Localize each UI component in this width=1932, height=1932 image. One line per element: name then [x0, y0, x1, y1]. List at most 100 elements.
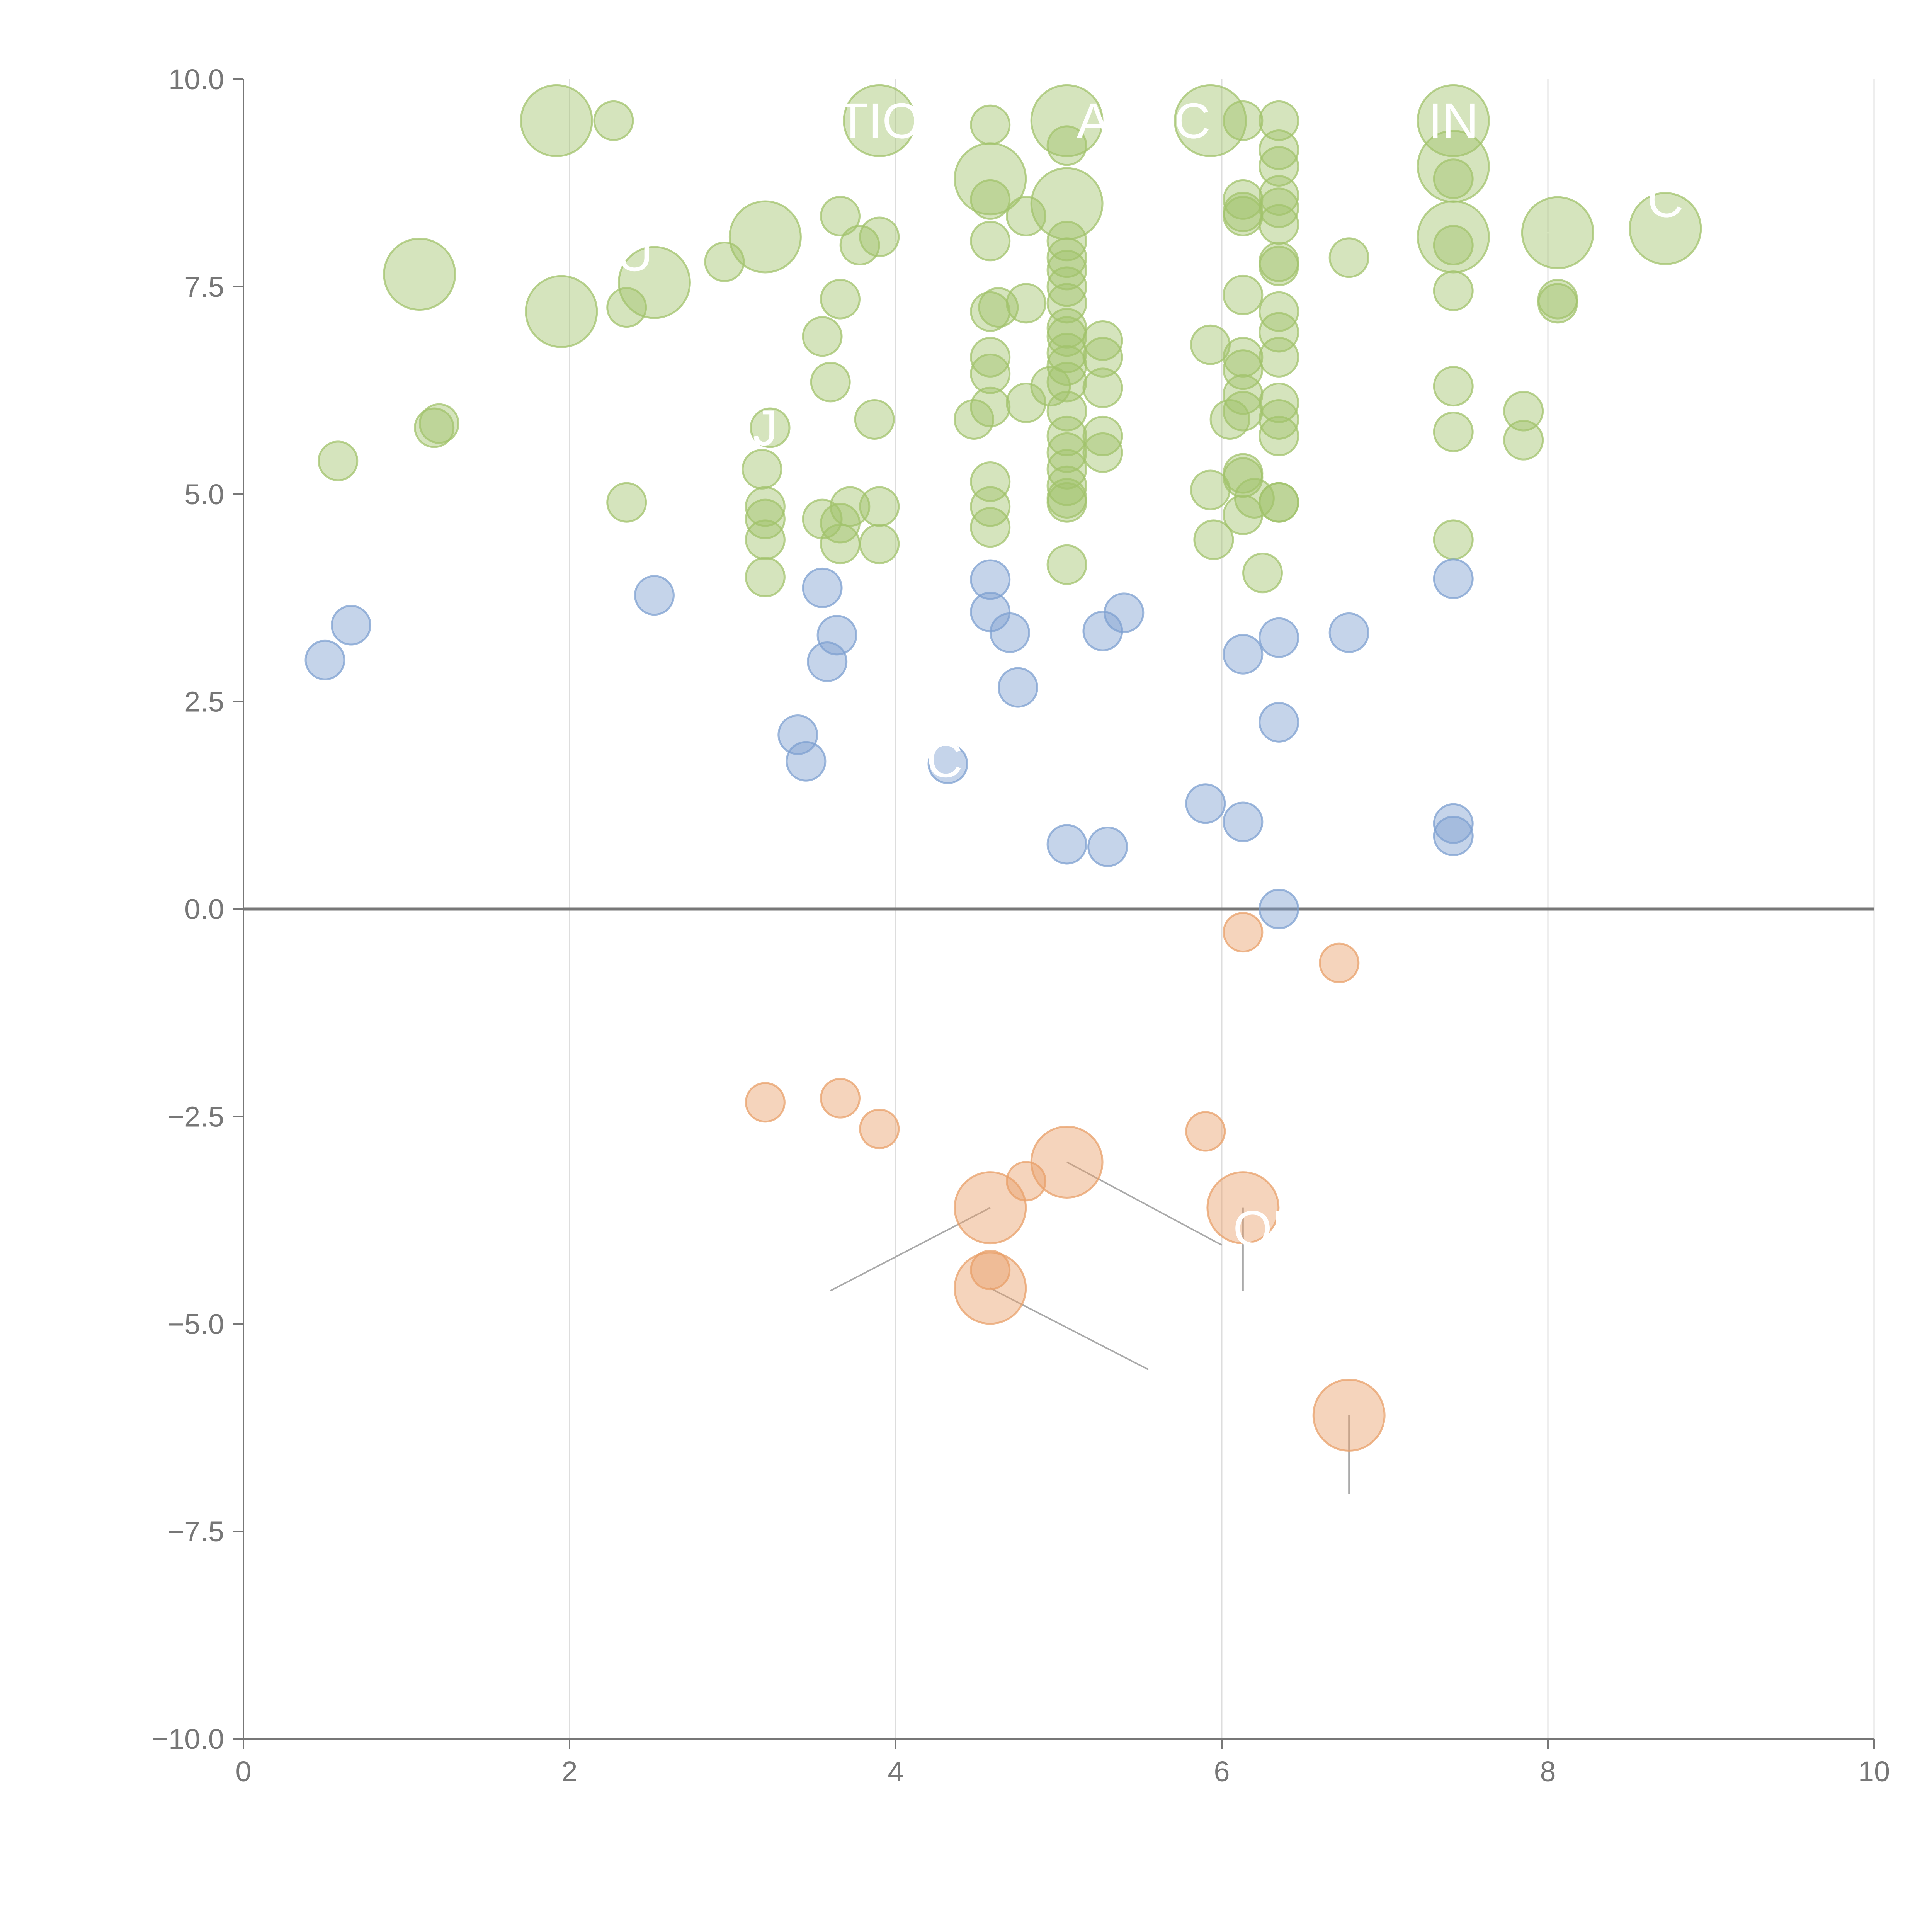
bubble-point-negative — [1312, 1378, 1386, 1452]
bubble-point-high — [970, 221, 1011, 262]
bubble-point-high — [1209, 399, 1250, 440]
y-tick-label: −7.5 — [168, 1515, 224, 1548]
bubble-point-high — [802, 316, 843, 357]
axes: 0 2 4 6 8 10 10.0 7.5 5.0 2.5 0.0 −2.5 −5.0 −7.5 −10.0 — [152, 63, 1890, 1787]
bubble-point-high — [1259, 291, 1299, 332]
y-tick-label: 2.5 — [184, 686, 224, 718]
bubble-point-high — [1223, 337, 1264, 378]
bubble-point-mid — [807, 641, 848, 682]
bubble-point-high — [418, 403, 459, 444]
bubble-point-high — [810, 362, 851, 403]
bubble-point-high — [1328, 237, 1369, 278]
bubble-point-high — [970, 507, 1011, 548]
label-leader-line — [830, 1207, 991, 1292]
bubble-point-mid — [304, 639, 345, 680]
bubble-point-high — [1046, 432, 1087, 473]
bubble-point-mid — [1104, 592, 1145, 633]
bubble-point-high — [1259, 175, 1299, 216]
bubble-point-high — [1030, 366, 1071, 407]
bubble-point-high — [1046, 482, 1087, 523]
bubble-point-high — [1259, 399, 1299, 440]
bubble-point-high — [1629, 192, 1702, 265]
bubble-point-high — [1223, 374, 1264, 415]
bubble-point-high — [1046, 266, 1087, 307]
label-leader-line — [536, 311, 562, 333]
bubble-point-high — [1259, 100, 1299, 141]
bubble-point-high — [970, 461, 1011, 502]
bubble-point-mid — [331, 605, 372, 646]
x-tick-label: 0 — [235, 1755, 251, 1787]
label-leader-line — [1658, 219, 1666, 229]
bubble-point-high — [750, 407, 791, 448]
bubble-point-high — [1242, 553, 1283, 594]
x-tick-label: 2 — [561, 1755, 577, 1787]
bubble-point-high — [1259, 482, 1299, 523]
bubble-point-mid — [634, 575, 675, 616]
y-tick-label: −5.0 — [168, 1308, 224, 1340]
bubble-point-high — [1259, 129, 1299, 170]
bubble-point-high — [1259, 312, 1299, 353]
x-tick-label: 4 — [888, 1755, 903, 1787]
bubble-point-high — [1537, 283, 1578, 324]
bubble-point-high — [1082, 337, 1123, 378]
bubble-point-high — [1046, 316, 1087, 357]
bubble-point-negative — [954, 1252, 1027, 1325]
bubble-point-high — [606, 482, 647, 523]
bubble-point-high — [1190, 469, 1231, 510]
y-tick-label: 5.0 — [184, 478, 224, 510]
bubble-point-high — [1046, 125, 1087, 166]
bubble-point-high — [704, 241, 745, 282]
bubble-point-high — [1259, 245, 1299, 286]
bubble-point-mid — [970, 559, 1011, 600]
bubble-point-mid — [1046, 824, 1087, 865]
bubble-point-high — [820, 196, 861, 236]
bubble-point-high — [970, 386, 1011, 427]
bubble-point-high — [854, 399, 895, 440]
bubble-point-mid — [998, 667, 1038, 708]
bubble-point-high — [1046, 544, 1087, 585]
bubble-point-high — [859, 524, 900, 565]
bubble-point-high — [859, 216, 900, 257]
label-leader-line — [1066, 1161, 1222, 1246]
bubble-point-high — [1223, 100, 1264, 141]
bubble-point-mid — [786, 741, 827, 782]
bubble-point-high — [1433, 270, 1474, 311]
bubble-point-high — [970, 104, 1011, 145]
bubble-point-high — [1433, 158, 1474, 199]
label-leader-line — [653, 282, 672, 312]
label-leader-line — [990, 1287, 1149, 1371]
bubble-point-mid — [1223, 634, 1264, 675]
bubble-point-high — [820, 279, 861, 320]
bubble-point-high — [1259, 146, 1299, 187]
bubble-point-negative — [1223, 912, 1264, 953]
bubble-point-negative — [1319, 942, 1360, 983]
bubble-point-high — [1046, 362, 1087, 403]
bubble-point-mid — [1082, 611, 1123, 651]
bubble-point-high — [1046, 333, 1087, 374]
bubble-point-high — [1521, 196, 1594, 269]
bubble-point-high — [1433, 412, 1474, 452]
bubble-point-negative — [859, 1109, 900, 1150]
bubble-point-high — [383, 238, 456, 311]
bubble-label: J — [753, 400, 778, 456]
bubble-point-high — [1046, 391, 1087, 432]
bubble-point-mid — [1185, 783, 1226, 824]
bubble-point-high — [1006, 383, 1047, 423]
label-leader-line — [1050, 203, 1068, 237]
y-tick-label: 10.0 — [168, 63, 224, 95]
bubble-point-mid — [1328, 612, 1369, 653]
bubble-point-mid — [802, 567, 843, 608]
bubble-point-high — [1190, 324, 1231, 365]
bubble-point-high — [1006, 196, 1047, 236]
bubble-point-high — [1046, 449, 1087, 490]
bubble-point-mid — [777, 714, 818, 755]
bubble-point-high — [1259, 415, 1299, 456]
bubble-point-high — [954, 399, 995, 440]
label-leaders — [398, 118, 1666, 1494]
bubble-point-negative — [745, 1082, 786, 1123]
bubble-point-mid — [1223, 801, 1264, 842]
bubble-point-high — [1006, 283, 1047, 324]
bubble-point-mid — [1433, 816, 1474, 857]
bubble-point-high — [525, 275, 598, 348]
bubble-label: TIO — [837, 92, 921, 149]
